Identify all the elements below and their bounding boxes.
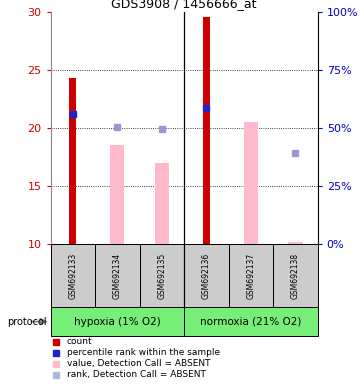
- Bar: [273, 244, 318, 307]
- Text: value, Detection Call = ABSENT: value, Detection Call = ABSENT: [66, 359, 210, 368]
- Text: GSM692135: GSM692135: [157, 252, 166, 299]
- Text: hypoxia (1% O2): hypoxia (1% O2): [74, 316, 161, 327]
- Bar: [244, 122, 258, 244]
- Bar: [155, 162, 169, 244]
- Bar: [69, 78, 77, 244]
- Bar: [140, 244, 184, 307]
- Bar: [110, 145, 125, 244]
- Text: protocol: protocol: [7, 316, 47, 327]
- Text: normoxia (21% O2): normoxia (21% O2): [200, 316, 301, 327]
- Title: GDS3908 / 1456666_at: GDS3908 / 1456666_at: [111, 0, 257, 10]
- Text: GSM692137: GSM692137: [247, 252, 255, 299]
- Bar: [95, 244, 140, 307]
- Text: GSM692136: GSM692136: [202, 252, 211, 299]
- Bar: [184, 307, 318, 336]
- Bar: [203, 17, 210, 244]
- Text: GSM692138: GSM692138: [291, 252, 300, 299]
- Bar: [184, 244, 229, 307]
- Text: GSM692133: GSM692133: [68, 252, 77, 299]
- Text: rank, Detection Call = ABSENT: rank, Detection Call = ABSENT: [66, 370, 205, 379]
- Bar: [51, 244, 95, 307]
- Text: percentile rank within the sample: percentile rank within the sample: [66, 348, 220, 357]
- Text: GSM692134: GSM692134: [113, 252, 122, 299]
- Text: count: count: [66, 337, 92, 346]
- Bar: [51, 307, 184, 336]
- Bar: [229, 244, 273, 307]
- Bar: [288, 242, 303, 244]
